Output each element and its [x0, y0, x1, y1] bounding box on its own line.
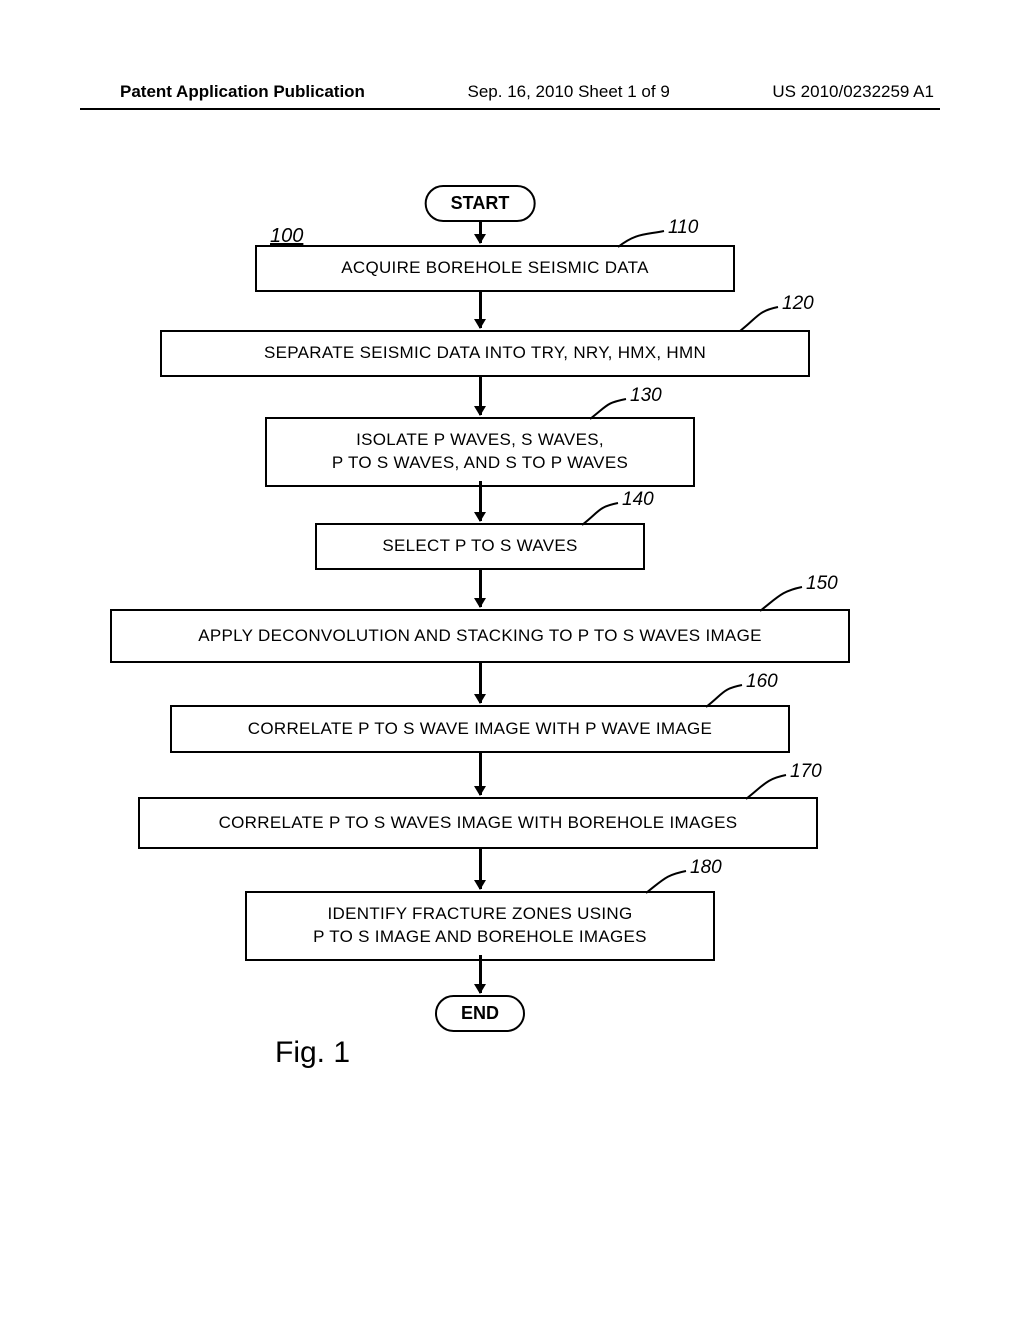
start-terminator: START	[425, 185, 536, 222]
process-110: ACQUIRE BOREHOLE SEISMIC DATA	[255, 245, 735, 292]
ref-label-130: 130	[630, 385, 662, 407]
header-rule	[80, 108, 940, 110]
process-130: ISOLATE P WAVES, S WAVES, P TO S WAVES, …	[265, 417, 695, 487]
flow-arrow	[479, 291, 482, 328]
header-right: US 2010/0232259 A1	[772, 82, 934, 102]
ref-label-180: 180	[690, 857, 722, 879]
ref-label-140: 140	[622, 489, 654, 511]
ref-label-170: 170	[790, 761, 822, 783]
flow-arrow	[479, 221, 482, 243]
flow-arrow	[479, 955, 482, 993]
flow-arrow	[479, 849, 482, 889]
process-180: IDENTIFY FRACTURE ZONES USING P TO S IMA…	[245, 891, 715, 961]
end-terminator: END	[435, 995, 525, 1032]
flow-arrow	[479, 569, 482, 607]
page-header: Patent Application Publication Sep. 16, …	[0, 82, 1024, 102]
flow-arrow	[479, 481, 482, 521]
process-140: SELECT P TO S WAVES	[315, 523, 645, 570]
header-mid: Sep. 16, 2010 Sheet 1 of 9	[468, 82, 670, 102]
ref-label-150: 150	[806, 573, 838, 595]
figure-label: Fig. 1	[275, 1036, 350, 1070]
process-170: CORRELATE P TO S WAVES IMAGE WITH BOREHO…	[138, 797, 818, 849]
flow-arrow	[479, 753, 482, 795]
ref-label-120: 120	[782, 293, 814, 315]
process-150: APPLY DECONVOLUTION AND STACKING TO P TO…	[110, 609, 850, 663]
process-120: SEPARATE SEISMIC DATA INTO TRY, NRY, HMX…	[160, 330, 810, 377]
flow-arrow	[479, 376, 482, 415]
header-left: Patent Application Publication	[120, 82, 365, 102]
patent-page: Patent Application Publication Sep. 16, …	[0, 0, 1024, 1320]
flow-arrow	[479, 663, 482, 703]
ref-label-110: 110	[668, 217, 698, 239]
ref-label-160: 160	[746, 671, 778, 693]
process-160: CORRELATE P TO S WAVE IMAGE WITH P WAVE …	[170, 705, 790, 753]
